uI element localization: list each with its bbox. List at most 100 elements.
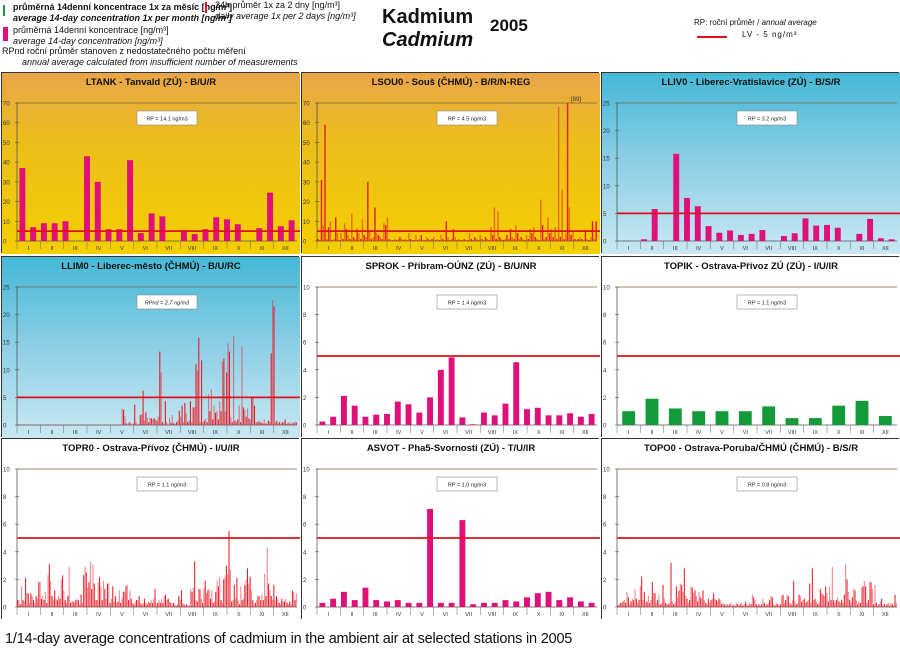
bar (833, 600, 835, 607)
bar (855, 400, 869, 425)
bar (183, 604, 185, 607)
bar (188, 605, 190, 607)
bar (213, 217, 220, 241)
bar (155, 604, 157, 607)
x-tick-label: VII (165, 246, 172, 252)
x-tick-label: III (373, 612, 378, 618)
bar (785, 418, 799, 425)
bar (46, 602, 48, 607)
bar (733, 604, 735, 607)
bar (188, 420, 190, 425)
bar (743, 604, 745, 607)
bar (786, 594, 788, 607)
x-tick-label: I (28, 612, 30, 618)
bar (645, 398, 659, 425)
y-tick-label: 0 (303, 606, 307, 612)
x-tick-label: XI (559, 246, 565, 252)
x-tick-label: IV (696, 612, 702, 618)
bar (199, 422, 201, 425)
bar (889, 605, 891, 607)
bar (717, 601, 719, 607)
x-tick-label: II (650, 612, 654, 618)
bar (23, 601, 25, 607)
chart-svg-ltank: LTANK - Tanvald (ZÚ) - B/U/R 0 10 20 30 40 50 6… (2, 73, 300, 254)
bar (713, 593, 715, 607)
annual-average-box (136, 294, 198, 310)
bar (699, 597, 701, 607)
bar (254, 602, 256, 607)
bar (122, 591, 124, 607)
bar (766, 604, 768, 607)
bar (827, 601, 829, 607)
bar (205, 418, 207, 425)
x-tick-label: VII (465, 246, 472, 252)
chart-background (2, 257, 300, 438)
bar (163, 595, 165, 607)
bar (226, 372, 228, 425)
bar (291, 590, 293, 607)
bar (547, 217, 549, 241)
bar (402, 240, 405, 241)
bar (877, 605, 879, 607)
bar (778, 605, 780, 607)
bar (151, 602, 153, 607)
x-tick-label: VI (743, 612, 749, 618)
bar (795, 604, 797, 607)
x-tick-label: VIII (788, 430, 797, 436)
bar (162, 602, 164, 607)
bar (322, 225, 324, 241)
chart-svg-topo0: TOPO0 - Ostrava-Poruba/ČHMÚ (ČHMÚ) - B/S… (602, 439, 900, 620)
bar (160, 372, 162, 425)
bar (84, 566, 86, 607)
bar (150, 600, 152, 607)
bar (273, 306, 275, 425)
bar (204, 580, 206, 607)
bar (108, 583, 110, 607)
bar (448, 602, 455, 607)
bar (867, 600, 869, 607)
bar (404, 239, 406, 241)
bar (123, 409, 125, 425)
x-tick-label: VI (143, 246, 149, 252)
bar (838, 601, 840, 607)
bar (88, 582, 90, 607)
bar (113, 601, 115, 607)
bar (799, 595, 801, 607)
chart-svg-llim0: LLIM0 - Liberec-město (ČHMÚ) - B/U/RC 0 5 1… (2, 257, 300, 438)
rp-legend: RP: roční průměr / annual average (694, 18, 817, 27)
bar (877, 238, 884, 241)
bar (839, 602, 841, 607)
bar (433, 237, 435, 241)
annual-average-box (436, 476, 498, 492)
bar (343, 223, 346, 241)
bar (513, 601, 520, 607)
legend-rpnd: RPnd roční průměr stanoven z nedostatečn… (2, 46, 322, 68)
bar (755, 604, 757, 607)
bar (556, 239, 558, 241)
bar (85, 572, 87, 607)
bar (621, 602, 623, 607)
bar (513, 239, 515, 241)
bar (228, 531, 230, 607)
bar (416, 412, 423, 425)
chart-title: TOPO0 - Ostrava-Poruba/ČHMÚ (ČHMÚ) - B/S… (644, 442, 858, 454)
x-tick-label: VII (465, 430, 472, 436)
bar (890, 602, 892, 607)
x-tick-label: VI (443, 430, 449, 436)
bar (667, 604, 669, 607)
chart-title: LSOU0 - Souš (ČHMÚ) - B/R/N-REG (372, 76, 531, 88)
bar (807, 600, 809, 607)
bar (502, 240, 505, 241)
bar (762, 406, 776, 425)
bar (235, 422, 237, 425)
bar (493, 207, 496, 241)
y-tick-label: 4 (3, 550, 7, 556)
bar (843, 594, 845, 607)
bar (483, 240, 485, 241)
bar (272, 600, 274, 607)
bar (146, 604, 148, 607)
bar (148, 422, 150, 425)
bar (224, 576, 226, 607)
bar (206, 422, 208, 425)
bar (710, 600, 712, 607)
